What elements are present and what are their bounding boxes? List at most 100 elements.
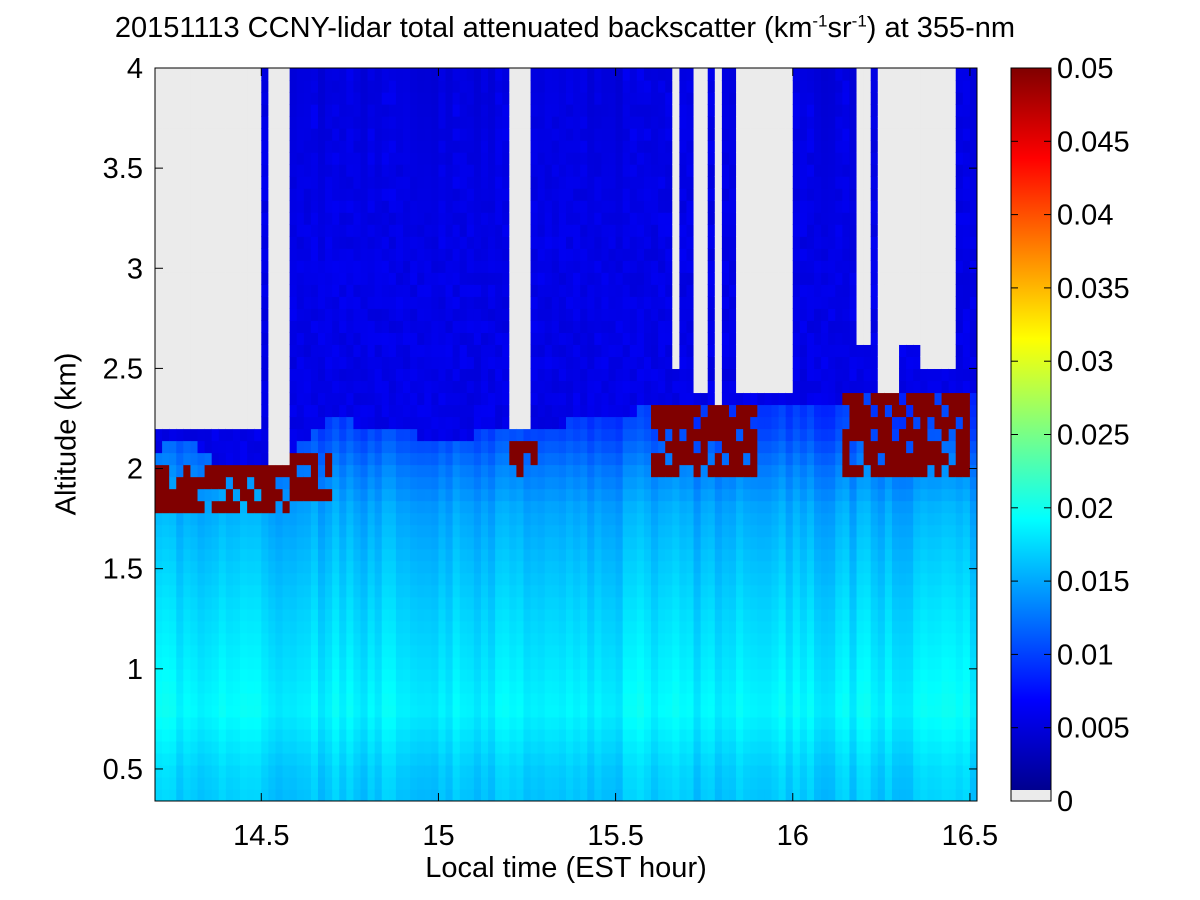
heatmap-cell — [268, 92, 277, 105]
heatmap-cell — [502, 128, 510, 141]
heatmap-cell — [502, 200, 510, 213]
heatmap-cell — [218, 248, 227, 261]
heatmap-cell — [155, 344, 163, 357]
heatmap-cell — [509, 596, 517, 610]
heatmap-cell — [261, 188, 269, 201]
heatmap-cell — [317, 428, 326, 442]
heatmap-cell — [310, 536, 319, 550]
heatmap-cell — [183, 404, 192, 418]
heatmap-cell — [374, 68, 383, 81]
heatmap-cell — [530, 560, 539, 574]
heatmap-cell — [261, 740, 269, 754]
heatmap-cell — [629, 368, 638, 382]
heatmap-cell — [466, 284, 475, 297]
heatmap-cell — [714, 584, 723, 598]
heatmap-cell — [197, 404, 206, 418]
heatmap-cell — [594, 728, 603, 742]
heatmap-cell — [622, 176, 631, 189]
heatmap-cell — [346, 248, 355, 261]
heatmap-cell — [473, 404, 482, 418]
heatmap-cell — [332, 152, 340, 165]
heatmap-cell — [721, 596, 730, 610]
heatmap-cell — [509, 428, 517, 442]
heatmap-cell — [629, 488, 638, 502]
heatmap-cell — [367, 428, 376, 442]
heatmap-cell — [388, 608, 397, 622]
heatmap-cell — [339, 272, 347, 285]
heatmap-cell — [211, 536, 220, 550]
heatmap-cell — [714, 200, 723, 213]
heatmap-cell — [544, 464, 553, 478]
heatmap-cell — [332, 224, 340, 237]
heatmap-cell — [268, 392, 277, 406]
heatmap-cell — [374, 92, 383, 105]
heatmap-cell — [679, 704, 688, 718]
heatmap-cell — [445, 128, 454, 141]
heatmap-cell — [204, 512, 213, 526]
heatmap-cell — [601, 92, 610, 105]
heatmap-cell — [162, 368, 170, 382]
heatmap-cell — [558, 716, 567, 730]
heatmap-cell — [162, 404, 170, 418]
heatmap-cell — [721, 320, 730, 333]
heatmap-cell — [204, 584, 213, 598]
heatmap-cell — [197, 104, 206, 117]
heatmap-cell — [615, 296, 624, 309]
heatmap-cell — [247, 788, 255, 801]
heatmap-cell — [303, 512, 312, 526]
heatmap-cell — [445, 416, 454, 430]
heatmap-cell — [707, 668, 716, 682]
heatmap-cell — [247, 104, 255, 117]
heatmap-cell — [417, 680, 425, 694]
heatmap-cell — [551, 596, 560, 610]
heatmap-cell — [197, 776, 206, 790]
heatmap-cell — [225, 200, 234, 213]
heatmap-cell — [473, 428, 482, 442]
heatmap-cell — [417, 236, 425, 249]
heatmap-cell — [707, 464, 716, 478]
heatmap-cell — [353, 152, 362, 165]
heatmap-cell — [466, 692, 475, 706]
heatmap-cell — [303, 392, 312, 406]
heatmap-cell — [232, 644, 241, 658]
heatmap-cell — [197, 356, 206, 370]
heatmap-cell — [594, 380, 603, 394]
heatmap-cell — [636, 332, 645, 345]
heatmap-cell — [679, 764, 688, 778]
heatmap-cell — [530, 332, 539, 345]
heatmap-cell — [651, 692, 659, 706]
heatmap-cell — [303, 308, 312, 321]
heatmap-cell — [169, 584, 177, 598]
heatmap-cell — [679, 164, 688, 177]
heatmap-cell — [381, 584, 390, 598]
heatmap-cell — [296, 584, 305, 598]
heatmap-cell — [622, 464, 631, 478]
heatmap-cell — [183, 464, 192, 478]
heatmap-cell — [176, 380, 184, 394]
heatmap-cell — [268, 632, 277, 646]
heatmap-cell — [488, 560, 496, 574]
heatmap-cell — [218, 200, 227, 213]
heatmap-cell — [658, 68, 666, 81]
heatmap-cell — [544, 620, 553, 634]
heatmap-cell — [672, 680, 680, 694]
heatmap-cell — [410, 692, 418, 706]
heatmap-cell — [225, 80, 234, 93]
heatmap-cell — [495, 248, 503, 261]
heatmap-cell — [629, 644, 638, 658]
heatmap-cell — [431, 500, 440, 514]
heatmap-cell — [452, 488, 461, 502]
heatmap-cell — [594, 488, 603, 502]
heatmap-cell — [509, 752, 517, 766]
heatmap-cell — [317, 584, 326, 598]
heatmap-cell — [395, 596, 404, 610]
heatmap-cell — [169, 368, 177, 382]
heatmap-cell — [261, 560, 269, 574]
heatmap-cell — [452, 704, 461, 718]
heatmap-cell — [190, 356, 199, 370]
heatmap-cell — [317, 656, 326, 670]
heatmap-cell — [721, 776, 730, 790]
heatmap-cell — [395, 524, 404, 538]
heatmap-cell — [480, 572, 489, 586]
